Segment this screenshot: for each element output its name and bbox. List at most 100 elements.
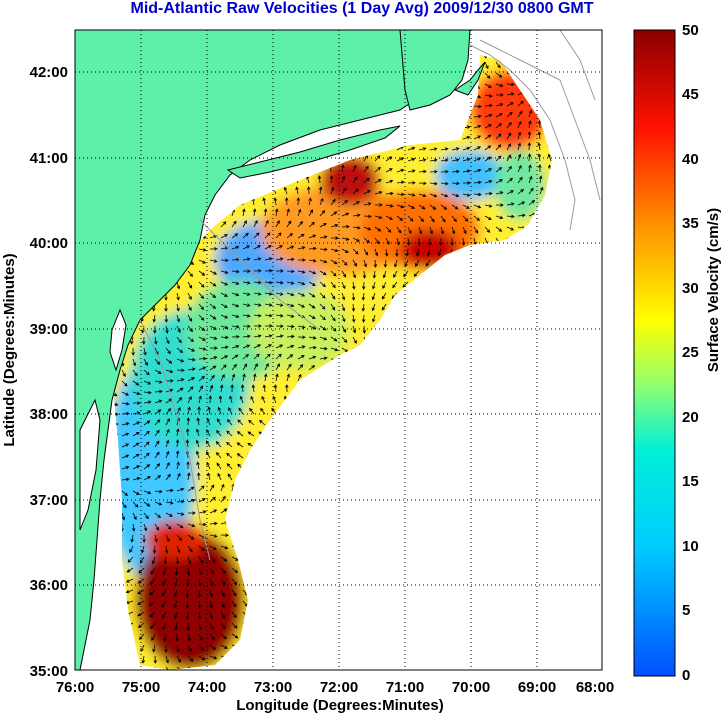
velocity-arrow — [484, 204, 493, 208]
velocity-arrow — [341, 224, 350, 229]
velocity-arrow — [407, 181, 416, 185]
velocity-arrow — [440, 215, 446, 223]
velocity-arrow — [506, 102, 514, 107]
velocity-arrow — [242, 208, 246, 217]
velocity-arrow — [352, 336, 357, 344]
velocity-arrow — [129, 545, 134, 553]
velocity-arrow — [165, 379, 174, 383]
velocity-arrow — [187, 406, 191, 415]
velocity-arrow — [451, 181, 460, 186]
land-long-island — [226, 125, 401, 179]
velocity-arrow — [484, 226, 491, 233]
velocity-arrow — [352, 325, 357, 334]
velocity-arrow — [228, 407, 233, 415]
velocity-arrow — [209, 567, 215, 575]
velocity-arrow — [330, 303, 336, 311]
velocity-arrow — [495, 226, 503, 232]
velocity-arrow — [253, 232, 260, 239]
velocity-arrow — [259, 419, 266, 426]
velocity-arrow — [373, 259, 378, 268]
grid-lines — [75, 30, 602, 670]
velocity-arrow — [236, 453, 244, 459]
velocity-arrow — [396, 168, 405, 173]
velocity-arrow — [547, 153, 552, 162]
velocity-arrow — [154, 440, 160, 448]
velocity-arrow — [473, 135, 482, 140]
velocity-arrow — [164, 304, 168, 312]
velocity-arrow — [209, 292, 217, 298]
velocity-arrow — [185, 600, 190, 609]
velocity-arrow — [440, 158, 449, 163]
colorbar-tick: 35 — [682, 215, 699, 232]
velocity-arrow — [176, 545, 181, 554]
velocity-arrow — [385, 204, 394, 208]
velocity-arrow — [506, 202, 515, 206]
velocity-arrow — [121, 422, 130, 426]
velocity-arrow — [132, 512, 137, 521]
velocity-arrow — [186, 461, 190, 469]
velocity-arrow — [362, 325, 367, 334]
velocity-arrow — [187, 325, 193, 333]
land-mainland — [75, 30, 431, 670]
velocity-arrow — [220, 234, 228, 239]
velocity-arrow — [209, 633, 215, 641]
velocity-arrow — [286, 257, 295, 262]
velocity-arrow — [484, 156, 492, 162]
velocity-arrow — [231, 314, 240, 318]
velocity-arrow — [176, 523, 184, 529]
velocity-arrow — [121, 490, 129, 496]
velocity-arrow — [297, 364, 304, 371]
velocity-arrow — [286, 303, 295, 308]
velocity-arrow — [363, 214, 372, 219]
velocity-arrow — [231, 363, 237, 371]
velocity-arrow — [220, 355, 229, 360]
velocity-arrow — [517, 131, 522, 140]
velocity-arrow — [275, 353, 282, 360]
velocity-arrow — [429, 181, 438, 186]
velocity-arrow — [428, 237, 432, 246]
velocity-arrow — [495, 179, 503, 184]
velocity-arrow — [242, 373, 246, 382]
velocity-arrow — [217, 472, 222, 481]
velocity-arrow — [341, 259, 348, 266]
velocity-arrow — [132, 421, 141, 426]
y-tick: 36:00 — [30, 577, 68, 594]
velocity-arrow — [396, 215, 404, 221]
velocity-arrow — [196, 428, 200, 437]
y-tick: 40:00 — [30, 235, 68, 252]
velocity-arrow — [231, 622, 238, 629]
velocity-arrow — [165, 336, 170, 345]
velocity-arrow — [231, 303, 240, 308]
velocity-arrow — [143, 420, 151, 426]
velocity-arrow — [163, 556, 168, 565]
velocity-arrow — [220, 533, 229, 537]
velocity-arrow — [352, 201, 360, 206]
velocity-arrow — [384, 248, 389, 257]
velocity-arrow — [143, 347, 147, 356]
velocity-arrow — [363, 248, 369, 256]
velocity-arrow — [341, 175, 346, 184]
velocity-arrow — [528, 109, 533, 118]
velocity-arrow — [226, 463, 233, 470]
x-tick: 69:00 — [518, 679, 556, 696]
velocity-arrow — [173, 611, 178, 620]
velocity-arrow — [209, 356, 218, 360]
velocity-arrow — [187, 281, 193, 289]
velocity-arrow — [176, 281, 181, 290]
velocity-arrow — [374, 179, 382, 184]
velocity-arrow — [262, 197, 266, 206]
velocity-arrow — [137, 622, 145, 629]
velocity-arrow — [473, 226, 479, 234]
velocity-arrow — [215, 451, 222, 459]
velocity-arrow — [176, 407, 181, 415]
velocity-arrow — [495, 215, 504, 220]
velocity-arrow — [165, 523, 172, 530]
velocity-arrow — [297, 355, 305, 360]
velocity-arrow — [308, 314, 316, 319]
velocity-arrow — [253, 313, 262, 318]
velocity-arrow — [286, 269, 295, 274]
velocity-arrow — [407, 215, 414, 222]
velocity-arrow — [495, 123, 503, 129]
velocity-arrow — [143, 380, 152, 385]
velocity-arrow — [220, 281, 229, 286]
